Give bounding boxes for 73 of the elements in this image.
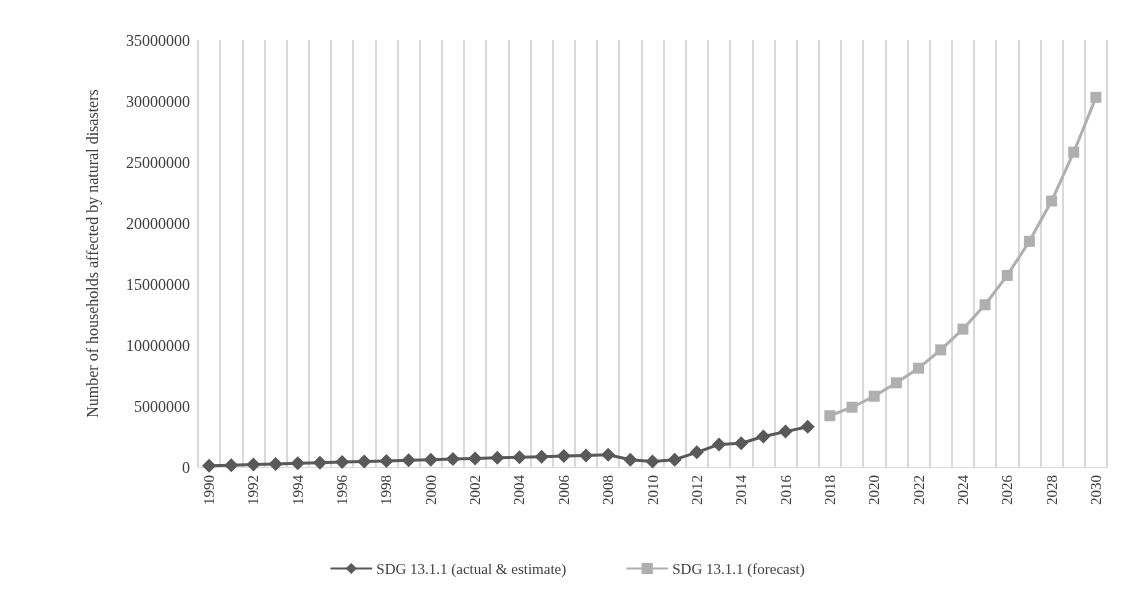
point bbox=[1046, 195, 1058, 207]
x-tick-label: 2028 bbox=[1043, 475, 1060, 505]
point bbox=[512, 450, 527, 465]
y-tick-label: 30000000 bbox=[126, 92, 190, 110]
point bbox=[800, 419, 815, 434]
point bbox=[1001, 269, 1013, 281]
x-tick-label: 2022 bbox=[910, 475, 927, 505]
point bbox=[645, 454, 660, 469]
point bbox=[445, 452, 460, 467]
point bbox=[490, 450, 505, 465]
point bbox=[357, 454, 372, 469]
point bbox=[778, 424, 793, 439]
x-tick-label: 2024 bbox=[954, 474, 971, 505]
point bbox=[556, 449, 571, 464]
x-tick-label: 1996 bbox=[334, 474, 351, 505]
point bbox=[1068, 146, 1080, 158]
x-tick-label: 1992 bbox=[245, 475, 262, 505]
x-tick-label: 1998 bbox=[378, 475, 395, 505]
point bbox=[202, 458, 217, 473]
point bbox=[846, 401, 858, 413]
point bbox=[868, 390, 880, 402]
x-tick-label: 2000 bbox=[422, 475, 439, 505]
x-tick-label: 2008 bbox=[600, 475, 617, 505]
y-tick-label: 0 bbox=[182, 458, 190, 476]
point bbox=[312, 455, 327, 470]
x-tick-label: 2014 bbox=[733, 474, 750, 505]
x-tick-label: 1990 bbox=[201, 475, 218, 505]
point bbox=[689, 445, 704, 460]
point bbox=[667, 452, 682, 467]
point bbox=[601, 447, 616, 462]
x-tick-label: 2004 bbox=[511, 474, 528, 505]
legend-label: SDG 13.1.1 (actual & estimate) bbox=[376, 560, 567, 578]
y-tick-label: 35000000 bbox=[126, 31, 190, 49]
point bbox=[1090, 91, 1102, 103]
x-tick-label: 2020 bbox=[866, 475, 883, 505]
x-tick-label: 1994 bbox=[289, 474, 306, 505]
x-tick-label: 2012 bbox=[688, 475, 705, 505]
x-tick-label: 2010 bbox=[644, 475, 661, 505]
point bbox=[268, 456, 283, 471]
point bbox=[401, 453, 416, 468]
point bbox=[423, 452, 438, 467]
y-tick-label: 10000000 bbox=[126, 336, 190, 354]
x-tick-label: 2006 bbox=[555, 474, 572, 505]
x-tick-label: 2002 bbox=[467, 475, 484, 505]
point bbox=[957, 323, 969, 335]
point bbox=[468, 451, 483, 466]
x-tick-label: 2018 bbox=[821, 475, 838, 505]
legend-label: SDG 13.1.1 (forecast) bbox=[672, 560, 805, 578]
point bbox=[756, 429, 771, 444]
point bbox=[935, 344, 947, 356]
point bbox=[712, 437, 727, 452]
point bbox=[290, 456, 305, 471]
point bbox=[534, 449, 549, 464]
y-tick-label: 25000000 bbox=[126, 153, 190, 171]
point bbox=[246, 457, 261, 472]
point bbox=[734, 436, 749, 451]
y-tick-label: 15000000 bbox=[126, 275, 190, 293]
point bbox=[913, 362, 925, 374]
point bbox=[824, 410, 836, 422]
point bbox=[335, 455, 350, 470]
x-tick-label: 2026 bbox=[999, 474, 1016, 505]
point bbox=[979, 299, 991, 311]
point bbox=[1023, 235, 1035, 247]
point bbox=[890, 377, 902, 389]
x-tick-label: 2016 bbox=[777, 474, 794, 505]
x-tick-label: 2030 bbox=[1087, 475, 1104, 505]
y-tick-label: 5000000 bbox=[134, 397, 190, 415]
point bbox=[224, 458, 239, 473]
point bbox=[578, 448, 593, 463]
y-axis-title: Number of households affected by natural disasters bbox=[83, 89, 102, 418]
y-tick-label: 20000000 bbox=[126, 214, 190, 232]
point bbox=[623, 452, 638, 467]
point bbox=[379, 453, 394, 468]
